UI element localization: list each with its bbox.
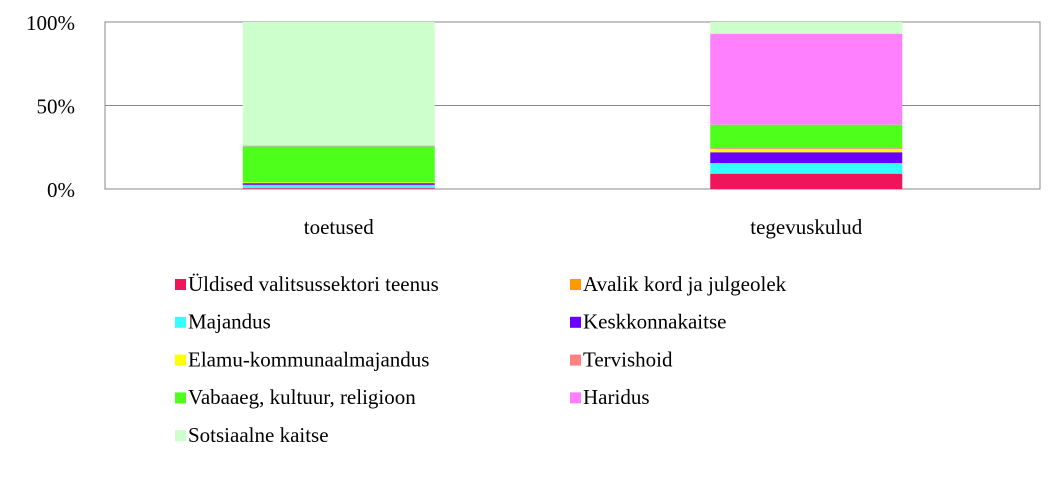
- legend-swatch: [175, 316, 186, 328]
- legend-swatch: [570, 392, 581, 404]
- legend-swatch: [570, 354, 581, 366]
- legend-label: Haridus: [583, 385, 650, 409]
- legend-swatch: [570, 316, 581, 328]
- bar-segment: [710, 152, 903, 164]
- legend-label: Avalik kord ja julgeolek: [583, 272, 787, 296]
- legend-swatch: [175, 430, 186, 442]
- bar-segment: [710, 173, 903, 174]
- legend-label: Tervishoid: [583, 347, 673, 371]
- bar-segment: [710, 163, 903, 174]
- legend-swatch: [175, 354, 186, 366]
- legend-label: Sotsiaalne kaitse: [188, 423, 329, 447]
- y-tick-label: 50%: [37, 94, 76, 118]
- bar-segment: [710, 148, 903, 149]
- legend-label: Vabaaeg, kultuur, religioon: [188, 385, 416, 409]
- bar-segment: [710, 173, 903, 189]
- x-tick-label: toetused: [304, 215, 374, 239]
- bar-segment: [242, 183, 435, 185]
- x-tick-label: tegevuskulud: [750, 215, 862, 239]
- bar-segment: [710, 148, 903, 153]
- legend-label: Majandus: [188, 310, 271, 334]
- y-tick-label: 0%: [47, 178, 75, 202]
- legend-label: Elamu-kommunaalmajandus: [188, 347, 429, 371]
- legend-label: Üldised valitsussektori teenus: [188, 272, 439, 296]
- bar-segment: [242, 22, 435, 146]
- legend-label: Keskkonnakaitse: [583, 310, 726, 334]
- bar-segment: [242, 184, 435, 189]
- bar-segment: [242, 145, 435, 147]
- legend-swatch: [175, 392, 186, 404]
- bar-segment: [242, 146, 435, 183]
- bar-segment: [242, 188, 435, 189]
- legend-swatch: [570, 279, 581, 290]
- bar-segment: [710, 22, 903, 34]
- bar-segment: [710, 124, 903, 149]
- bar-segment: [242, 182, 435, 184]
- legend-swatch: [175, 279, 186, 290]
- bar-segment: [710, 33, 903, 125]
- y-tick-label: 100%: [26, 11, 75, 35]
